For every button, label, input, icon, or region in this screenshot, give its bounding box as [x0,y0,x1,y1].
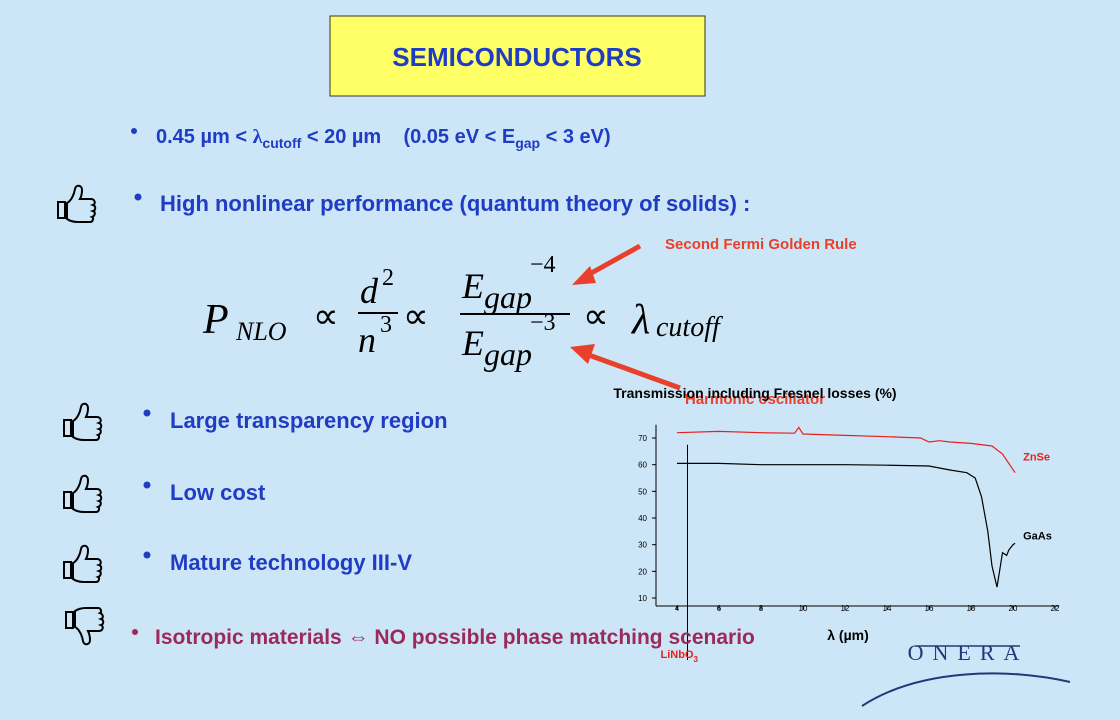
annotation: Second Fermi Golden Rule [665,236,857,253]
formula-symbol: −3 [530,310,556,336]
bullet-dot [131,128,137,134]
thumb-up-icon [57,184,97,223]
thumb-up-icon [63,544,103,583]
series-label: GaAs [1023,530,1052,542]
formula-symbol: n [358,320,376,360]
series-label: ZnSe [1023,452,1050,464]
x-axis-label: λ (µm) [827,627,869,643]
bullet: High nonlinear performance (quantum theo… [160,191,750,216]
annotation: Harmonic oscillator [685,391,825,408]
arrow-head [572,266,596,285]
bullet-dot [143,551,151,559]
formula-symbol: ∝ [583,296,609,336]
formula: P NLO ∝ d 2 n 3 ∝ E gap −4 E gap −3 ∝ λ … [202,252,723,372]
logo: ONERA [908,640,1029,665]
formula-symbol: −4 [530,252,556,278]
x-tick-label: 18 [967,604,976,613]
formula-symbol: ∝ [403,296,429,336]
x-tick-label: 20 [1009,604,1018,613]
x-tick-label: 8 [759,604,764,613]
y-tick-label: 50 [638,487,647,496]
annotation-text: LiNbO [661,649,694,661]
y-tick-label: 20 [638,567,647,576]
formula-symbol: E [461,266,484,306]
formula-symbol: cutoff [656,312,723,343]
y-tick-label: 10 [638,594,647,603]
x-tick-label: 16 [925,604,934,613]
thumb-up-icon [63,474,103,513]
bullet: Low cost [170,480,266,505]
formula-symbol: E [461,323,484,363]
formula-symbol: 3 [380,312,392,338]
bullet: 0.45 µm < λcutoff < 20 µm (0.05 eV < Ega… [156,126,611,151]
arrow [585,351,681,391]
title-box [329,15,706,97]
chart: Transmission including Fresnel losses (%… [613,385,1060,664]
chart-title: Transmission including Fresnel losses (%… [613,385,896,401]
bullet-dot [143,481,151,489]
bullet-dot [132,629,138,635]
annotation: LiNbO3 [661,649,699,664]
bullet: Large transparency region [170,408,448,433]
y-tick-label: 30 [638,541,647,550]
bullet-dot [134,193,142,201]
formula-symbol: gap [484,279,532,315]
x-tick-label: 10 [799,604,808,613]
x-tick-label: 6 [717,604,722,613]
x-tick-label: 14 [883,604,892,613]
bullet-dot [143,409,151,417]
formula-symbol: ∝ [313,296,339,336]
y-tick-label: 70 [638,434,647,443]
formula-symbol: P [202,297,229,343]
y-tick-label: 60 [638,461,647,470]
formula-symbol: d [360,271,379,311]
slide-title: SEMICONDUCTORS [392,42,641,72]
arrow-head [570,344,595,364]
formula-symbol: NLO [235,317,287,346]
x-tick-label: 22 [1051,604,1060,613]
x-tick-label: 4 [675,604,680,613]
arrow [584,243,642,279]
formula-symbol: λ [630,297,650,343]
thumb-down-icon [65,607,105,646]
x-tick-label: 12 [841,604,850,613]
bullet: Mature technology III-V [170,550,412,575]
formula-symbol: gap [484,336,532,372]
thumb-up-icon [63,402,103,441]
series-line [676,426,1016,474]
y-tick-label: 40 [638,514,647,523]
bullet: Isotropic materials ⇔ NO possible phase … [155,626,755,649]
formula-symbol: 2 [382,265,394,291]
annotation-sub: 3 [694,655,699,664]
series-line [677,462,1016,588]
logo-swoosh [861,672,1071,707]
